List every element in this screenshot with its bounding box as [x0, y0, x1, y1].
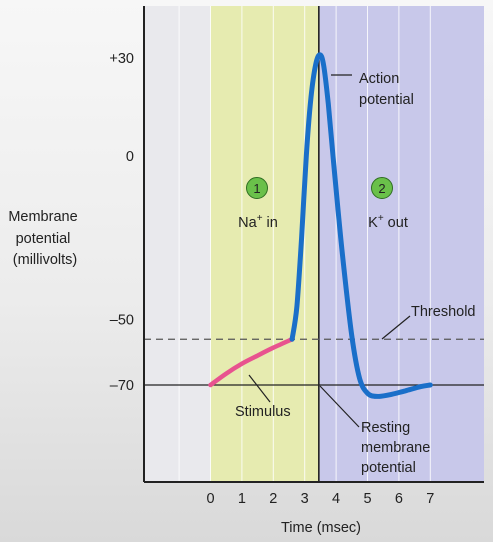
resting-leader	[319, 385, 360, 428]
x-tick-label: 3	[301, 491, 309, 507]
stimulus-annotation: Stimulus	[235, 404, 291, 420]
x-tick-label: 5	[363, 491, 371, 507]
y-tick-label: –70	[110, 378, 134, 394]
stimulus-leader	[248, 374, 271, 403]
threshold-leader	[381, 315, 411, 340]
stimulus-curve	[208, 336, 295, 388]
zone-2-label: K+ out	[368, 213, 408, 231]
x-tick-label: 2	[269, 491, 277, 507]
svg-text:1: 1	[253, 181, 260, 196]
x-tick-label: 0	[206, 491, 214, 507]
y-tick-label: –50	[110, 313, 134, 329]
vertical-grid	[178, 6, 431, 482]
y-tick-labels: +30 0 –50 –70	[109, 51, 134, 394]
action-potential-curve	[289, 52, 433, 399]
svg-text:2: 2	[378, 181, 385, 196]
y-tick-label: 0	[126, 149, 134, 165]
x-tick-label: 7	[426, 491, 434, 507]
y-tick-label: +30	[109, 51, 134, 67]
x-tick-labels: 0 1 2 3 4 5 6 7	[206, 491, 434, 507]
y-axis-label: Membrane potential (millivolts)	[8, 209, 81, 268]
threshold-annotation: Threshold	[411, 304, 475, 320]
zone-2-badge: 2	[371, 177, 393, 199]
action-potential-annotation: Action potential	[359, 71, 414, 108]
resting-annotation: Resting membrane potential	[361, 420, 434, 476]
x-axis-label: Time (msec)	[281, 520, 361, 536]
x-tick-label: 1	[238, 491, 246, 507]
x-tick-label: 4	[332, 491, 340, 507]
zone-1-label: Na+ in	[238, 213, 278, 231]
zone-1-badge: 1	[246, 177, 268, 199]
zone-potassium-out	[318, 6, 484, 482]
x-tick-label: 6	[395, 491, 403, 507]
